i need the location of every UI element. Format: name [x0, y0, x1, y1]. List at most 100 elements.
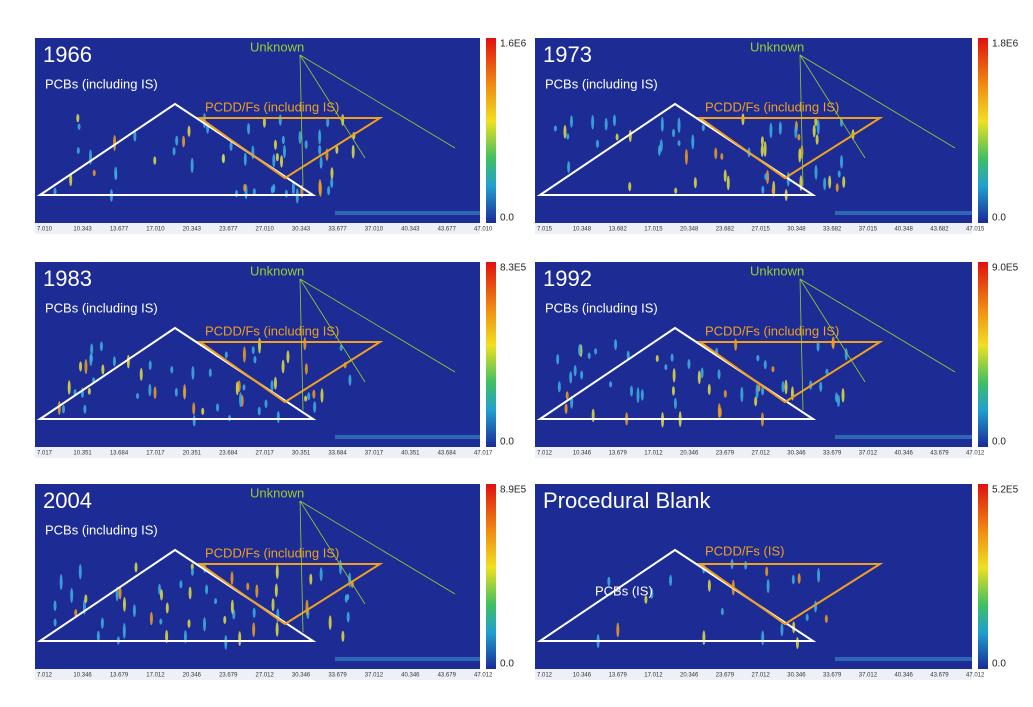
peak: [341, 630, 345, 642]
peak: [836, 394, 840, 408]
peak: [192, 402, 196, 415]
peak: [669, 574, 673, 587]
peak: [351, 144, 355, 159]
peak: [816, 119, 820, 135]
colorbar-min: 0.0: [992, 437, 1006, 448]
peak: [101, 364, 105, 375]
peak: [96, 630, 100, 643]
peak: [53, 618, 57, 627]
peak: [83, 404, 87, 414]
x-tick-label: 40.346: [895, 451, 914, 457]
peak: [573, 365, 577, 377]
peak: [242, 384, 246, 391]
x-tick-label: 43.679: [438, 673, 457, 679]
x-tick-label: 10.346: [573, 451, 592, 457]
x-tick-label: 23.679: [716, 673, 735, 679]
peak: [122, 597, 126, 612]
peak: [284, 189, 288, 198]
peak: [626, 350, 630, 360]
peak: [814, 164, 818, 180]
baseline-noise: [835, 657, 972, 661]
peak: [262, 116, 266, 128]
peak: [319, 156, 323, 169]
x-tick-label: 37.012: [859, 673, 878, 679]
peak: [188, 586, 192, 600]
peak: [223, 615, 227, 624]
panel-title: 1973: [543, 42, 592, 67]
peak: [255, 584, 259, 598]
peak: [258, 337, 262, 354]
peak: [172, 147, 176, 156]
peak: [133, 130, 137, 142]
peak: [824, 614, 828, 624]
panel: 1983 PCBs (including IS) PCDD/Fs (includin…: [35, 262, 527, 458]
pcb-label: PCBs (including IS): [545, 76, 658, 91]
peak: [282, 144, 286, 159]
pcdd-label: PCDD/Fs (including IS): [205, 545, 339, 560]
peak: [557, 381, 561, 393]
peak: [270, 380, 274, 392]
peak: [257, 406, 261, 416]
peak: [778, 121, 782, 135]
x-tick-label: 43.684: [438, 451, 457, 457]
peak: [291, 181, 295, 196]
peak: [70, 587, 74, 603]
colorbar-min: 0.0: [992, 213, 1006, 224]
peak: [761, 630, 765, 646]
peak: [174, 387, 178, 397]
x-tick-label: 23.679: [716, 451, 735, 457]
peak: [252, 622, 256, 637]
peak: [61, 405, 65, 414]
peak: [674, 187, 678, 194]
panel: 1992 PCBs (including IS) PCDD/Fs (includin…: [535, 262, 1019, 458]
peak: [812, 124, 816, 138]
peak: [828, 175, 832, 189]
peak: [671, 386, 675, 396]
peak: [591, 408, 595, 423]
x-tick-label: 7.012: [537, 451, 553, 457]
peak: [677, 140, 681, 147]
peak: [114, 166, 118, 178]
unknown-pointer: [799, 54, 956, 149]
peak: [276, 410, 280, 424]
peak: [273, 376, 277, 390]
peak: [122, 622, 126, 639]
peak: [230, 571, 234, 585]
peak: [235, 381, 239, 396]
peak: [609, 381, 613, 388]
peak: [771, 186, 775, 195]
peak: [76, 113, 80, 123]
pcdd-label: PCDD/Fs (including IS): [205, 99, 339, 114]
panel: 1973 PCBs (including IS) PCDD/Fs (includin…: [535, 38, 1019, 234]
peak: [726, 175, 730, 191]
x-tick-label: 33.682: [823, 227, 842, 233]
pcdd-label: PCDD/Fs (including IS): [205, 323, 339, 338]
peak: [271, 598, 275, 612]
x-tick-label: 23.682: [716, 227, 735, 233]
x-tick-label: 13.679: [609, 673, 628, 679]
colorbar-min: 0.0: [500, 437, 514, 448]
peak: [781, 381, 785, 393]
x-tick-label: 7.012: [537, 673, 553, 679]
peak: [132, 604, 136, 617]
peak: [251, 346, 255, 355]
peak: [769, 122, 773, 139]
peak: [763, 141, 767, 157]
x-tick-label: 23.679: [219, 673, 238, 679]
x-tick-label: 43.682: [930, 227, 949, 233]
peak: [192, 415, 196, 427]
peak: [326, 117, 330, 128]
unknown-pointer: [299, 500, 456, 595]
peak: [615, 133, 619, 141]
pcb-label: PCBs (including IS): [545, 300, 658, 315]
pcdd-label: PCDD/Fs (IS): [705, 543, 784, 558]
peak: [224, 351, 228, 359]
peak: [714, 147, 718, 160]
peak: [53, 600, 57, 612]
peak: [700, 367, 704, 379]
x-tick-label: 40.351: [401, 451, 420, 457]
x-tick-label: 30.346: [787, 451, 806, 457]
peak: [591, 114, 595, 130]
peak: [190, 568, 194, 576]
